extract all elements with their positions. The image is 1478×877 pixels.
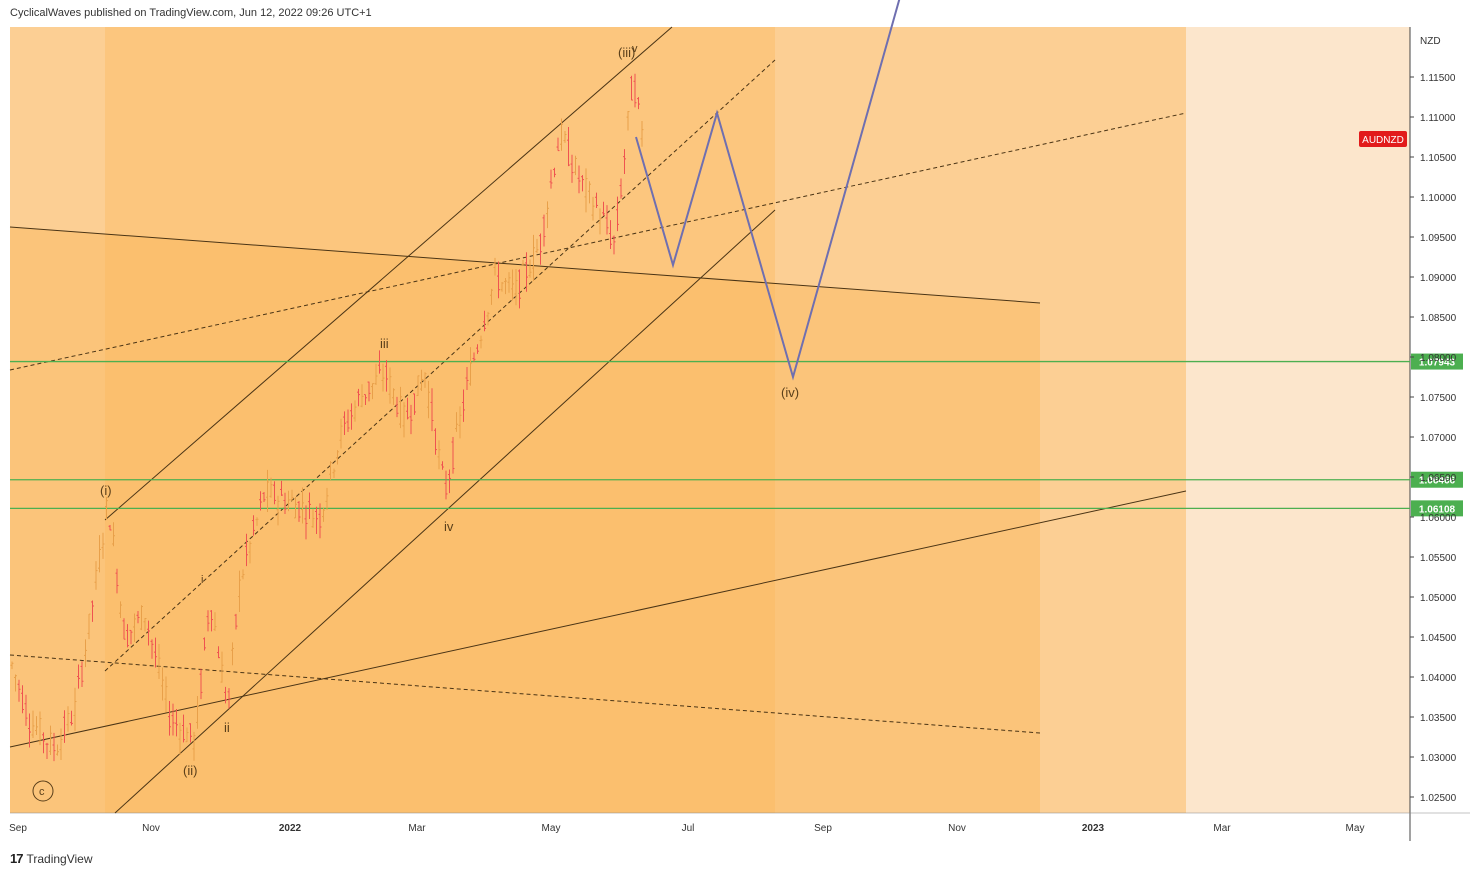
wave-projection-path <box>635 0 901 381</box>
price-tick-label: 1.10000 <box>1420 193 1457 204</box>
symbol-badge: AUDNZD <box>1362 135 1404 146</box>
price-tick-label: 1.09000 <box>1420 273 1457 284</box>
price-tick-label: 1.10500 <box>1420 153 1457 164</box>
price-tick-label: 1.03500 <box>1420 713 1457 724</box>
price-tick-label: 1.04500 <box>1420 633 1457 644</box>
wave-label-ii-major: (ii) <box>183 763 197 778</box>
time-tick-label: Sep <box>9 823 27 834</box>
price-tick-label: 1.05000 <box>1420 593 1457 604</box>
price-tick-label: 1.03000 <box>1420 753 1457 764</box>
time-tick-label: Mar <box>408 823 426 834</box>
price-axis-ticks: 1.11500 1.11000 1.10500 1.10000 1.09500 1.090… <box>1410 73 1457 804</box>
wave-label-iii-minor: iii <box>380 336 389 351</box>
support-level-label: 1.07943 <box>1419 358 1456 369</box>
wave-label-i-minor: i <box>201 574 203 586</box>
channel-upper-line <box>104 26 673 521</box>
zone-wedge <box>10 227 1040 813</box>
long-dashed-upper <box>9 112 1187 371</box>
price-tick-label: 1.06500 <box>1420 473 1457 484</box>
support-level-badge <box>1411 500 1463 517</box>
support-level-badge <box>1411 471 1463 488</box>
wave-label-iv-minor: iv <box>444 519 454 534</box>
wedge-lower-line <box>9 490 1187 748</box>
currency-label: NZD <box>1420 36 1441 47</box>
time-tick-label: Jul <box>682 823 695 834</box>
wave-label-iv-major: (iv) <box>781 385 799 400</box>
price-tick-label: 1.06000 <box>1420 513 1457 524</box>
support-level-label: 1.06466 <box>1419 476 1456 487</box>
price-tick-label: 1.11500 <box>1420 73 1456 84</box>
wave-label-ii-minor: ii <box>224 720 230 735</box>
footer-brand-name: TradingView <box>26 851 93 866</box>
zone-upper <box>105 27 775 813</box>
price-tick-label: 1.08000 <box>1420 353 1457 364</box>
support-level-badge <box>1411 353 1463 370</box>
support-levels: 1.07943 1.06466 1.06108 <box>10 353 1463 517</box>
price-candles <box>10 73 644 762</box>
wave-c-circle <box>32 780 54 802</box>
wave-label-i-major: (i) <box>100 483 112 498</box>
symbol-badge-bg <box>1359 131 1407 147</box>
footer-branding[interactable]: 17 TradingView <box>10 851 93 866</box>
wedge-upper-line <box>9 226 1041 304</box>
support-level-label: 1.06108 <box>1419 504 1456 515</box>
price-tick-label: 1.09500 <box>1420 233 1457 244</box>
price-tick-label: 1.02500 <box>1420 793 1457 804</box>
price-tick-label: 1.11000 <box>1420 113 1456 124</box>
wave-label-v-minor: v <box>632 43 638 55</box>
time-tick-label: Mar <box>1213 823 1231 834</box>
time-axis-ticks: Sep Nov 2022 Mar May Jul Sep Nov 2023 Mar May <box>9 823 1364 834</box>
price-tick-label: 1.07500 <box>1420 393 1457 404</box>
time-tick-label: Nov <box>948 823 966 834</box>
time-tick-label: Nov <box>142 823 160 834</box>
price-tick-label: 1.05500 <box>1420 553 1457 564</box>
tradingview-logo-icon: 17 <box>10 851 24 866</box>
publisher-header: CyclicalWaves published on TradingView.c… <box>10 7 372 19</box>
price-tick-label: 1.04000 <box>1420 673 1457 684</box>
time-tick-label: 2022 <box>279 823 302 834</box>
time-tick-label: 2023 <box>1082 823 1105 834</box>
time-tick-label: May <box>542 823 561 834</box>
time-tick-label: Sep <box>814 823 832 834</box>
channel-lower-line <box>114 209 776 814</box>
time-tick-label: May <box>1346 823 1365 834</box>
wave-label-c: c <box>39 786 45 798</box>
price-tick-label: 1.07000 <box>1420 433 1457 444</box>
wave-label-iii-major: (iii) <box>618 45 635 60</box>
price-tick-label: 1.08500 <box>1420 313 1457 324</box>
